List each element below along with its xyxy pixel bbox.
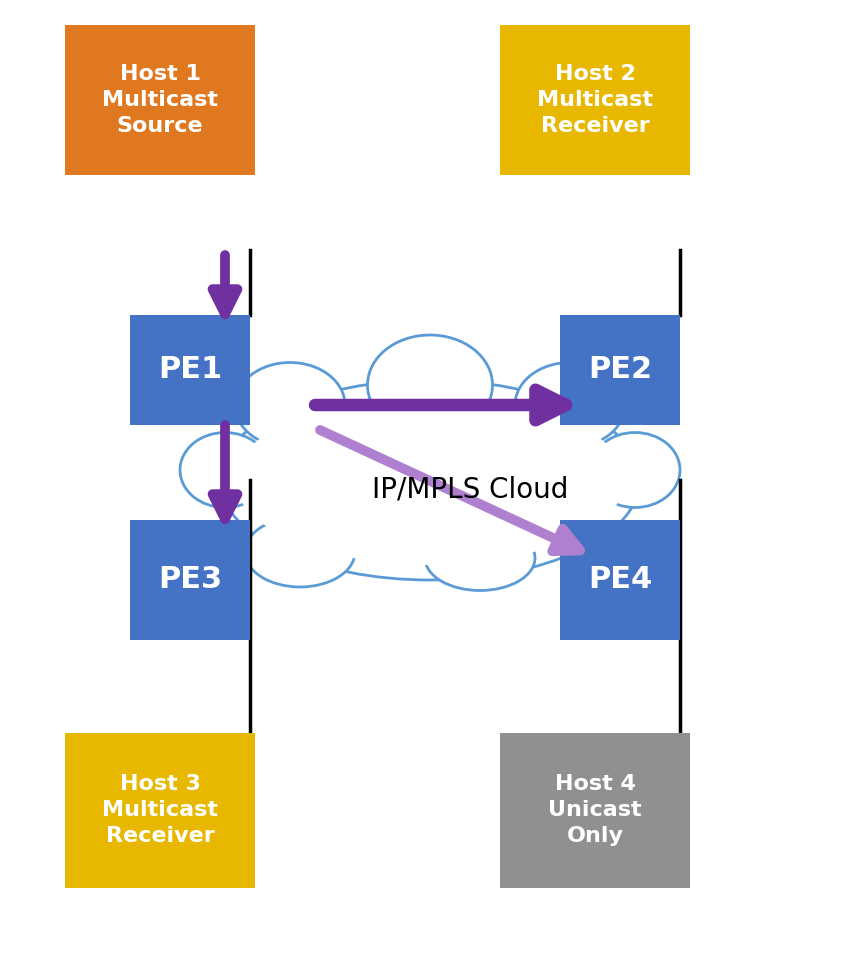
Text: PE4: PE4 [588,565,652,594]
Text: Host 3
Multicast
Receiver: Host 3 Multicast Receiver [102,774,218,846]
Ellipse shape [377,343,484,427]
FancyBboxPatch shape [560,520,680,640]
Ellipse shape [235,395,625,565]
FancyBboxPatch shape [500,25,690,175]
Ellipse shape [235,363,345,448]
Text: Host 1
Multicast
Source: Host 1 Multicast Source [102,64,218,136]
FancyBboxPatch shape [65,25,255,175]
Ellipse shape [243,369,336,441]
FancyBboxPatch shape [130,520,250,640]
Ellipse shape [368,335,492,435]
FancyBboxPatch shape [65,732,255,888]
FancyBboxPatch shape [500,732,690,888]
Ellipse shape [180,432,270,508]
Ellipse shape [433,531,527,586]
Ellipse shape [253,522,347,582]
Text: Host 4
Unicast
Only: Host 4 Unicast Only [548,774,642,846]
FancyBboxPatch shape [560,315,680,425]
FancyBboxPatch shape [130,315,250,425]
Text: PE2: PE2 [588,355,652,384]
Ellipse shape [187,438,263,502]
Ellipse shape [523,369,617,441]
Text: Host 2
Multicast
Receiver: Host 2 Multicast Receiver [537,64,653,136]
Ellipse shape [590,432,680,508]
Ellipse shape [220,380,640,580]
Text: PE3: PE3 [158,565,222,594]
Ellipse shape [515,363,625,448]
Ellipse shape [245,517,355,587]
Text: PE1: PE1 [158,355,222,384]
Ellipse shape [597,438,673,502]
Ellipse shape [425,526,535,591]
Text: IP/MPLS Cloud: IP/MPLS Cloud [372,476,568,504]
